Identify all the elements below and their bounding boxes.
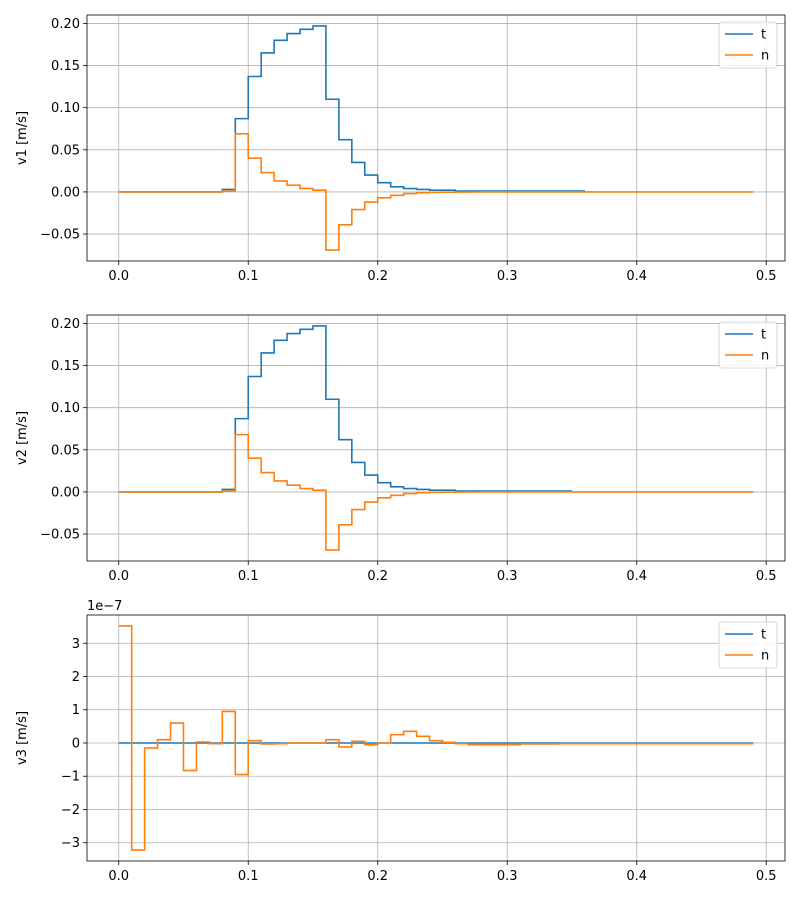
y-tick-label: 0.10 — [51, 401, 80, 416]
y-tick-label: 0.20 — [51, 17, 80, 32]
y-tick-label: 0 — [72, 736, 80, 751]
subplot-1: 0.0 0.1 0.2 0.3 0.4 0.5 −0.05 0.00 0.05 0.10 0.15 0… — [15, 14, 786, 284]
y-tick-label: 0.15 — [51, 59, 80, 74]
x-tick-label: 0.3 — [497, 269, 518, 284]
x-tick-label: 0.4 — [626, 869, 647, 884]
series-line-n — [118, 625, 754, 851]
x-tick-label: 0.3 — [497, 869, 518, 884]
series-line-n — [118, 132, 754, 251]
x-tick-label: 0.2 — [367, 569, 388, 584]
x-tick-label: 0.1 — [238, 569, 259, 584]
y-tick-label: 0.05 — [51, 443, 80, 458]
x-tick-label: 0.0 — [108, 869, 129, 884]
y-tick-label: 0.05 — [51, 143, 80, 158]
subplot-2: 0.0 0.1 0.2 0.3 0.4 0.5 −0.05 0.00 0.05 0.10 0.15 0… — [15, 314, 786, 584]
series-line-t — [118, 25, 585, 193]
plot-area — [87, 15, 785, 261]
legend: tn — [718, 621, 778, 669]
y-axis-label: v1 [m/s] — [15, 111, 30, 165]
x-tick-label: 0.5 — [756, 569, 777, 584]
plot-area — [87, 615, 785, 861]
y-tick-label: −3 — [61, 836, 80, 851]
series-line-n — [118, 433, 754, 551]
legend-label-n: n — [761, 349, 769, 364]
y-tick-label: 0.00 — [51, 185, 80, 200]
x-tick-label: 0.5 — [756, 269, 777, 284]
x-tick-label: 0.0 — [108, 269, 129, 284]
legend-label-t: t — [761, 328, 766, 343]
x-tick-label: 0.0 — [108, 569, 129, 584]
x-tick-label: 0.4 — [626, 269, 647, 284]
y-tick-label: 0.15 — [51, 359, 80, 374]
legend-label-n: n — [761, 649, 769, 664]
y-axis-label: v3 [m/s] — [15, 711, 30, 765]
axes-frame — [86, 14, 786, 262]
x-tick-label: 0.2 — [367, 269, 388, 284]
x-tick-label: 0.1 — [238, 869, 259, 884]
y-tick-label: −2 — [61, 803, 80, 818]
y-tick-label: −0.05 — [40, 228, 80, 243]
x-tick-label: 0.5 — [756, 869, 777, 884]
axes-frame — [86, 614, 786, 862]
y-tick-label: −1 — [61, 770, 80, 785]
subplot-3: 0.0 0.1 0.2 0.3 0.4 0.5 −3 −2 −1 0 1 2 3 v3 [m/s] 1e−7… — [15, 599, 786, 884]
y-axis-label: v2 [m/s] — [15, 411, 30, 465]
y-tick-label: 1 — [72, 703, 80, 718]
y-tick-label: 0.00 — [51, 485, 80, 500]
legend: tn — [718, 21, 778, 69]
axes-frame — [86, 314, 786, 562]
legend-label-n: n — [761, 49, 769, 64]
y-tick-label: 0.20 — [51, 317, 80, 332]
y-offset-label: 1e−7 — [87, 599, 122, 614]
y-tick-label: 2 — [72, 670, 80, 685]
legend-label-t: t — [761, 28, 766, 43]
x-tick-label: 0.1 — [238, 269, 259, 284]
y-tick-label: −0.05 — [40, 528, 80, 543]
x-tick-label: 0.3 — [497, 569, 518, 584]
x-tick-label: 0.4 — [626, 569, 647, 584]
legend-label-t: t — [761, 628, 766, 643]
legend: tn — [718, 321, 778, 369]
series-line-t — [118, 325, 572, 493]
y-tick-label: 0.10 — [51, 101, 80, 116]
y-tick-label: 3 — [72, 637, 80, 652]
plot-area — [87, 315, 785, 561]
x-tick-label: 0.2 — [367, 869, 388, 884]
